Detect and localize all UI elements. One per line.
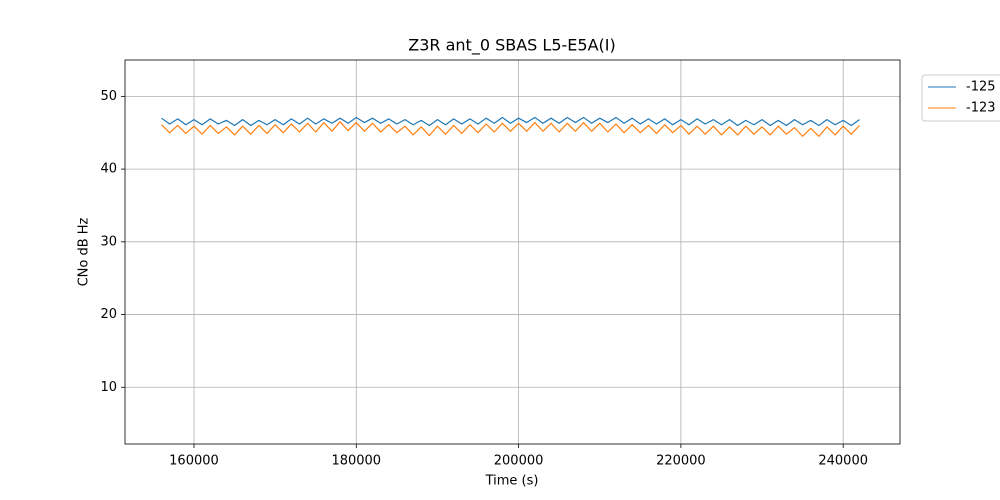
x-tick-label: 180000 — [331, 454, 381, 469]
legend-label: -125 — [966, 80, 996, 95]
data-line — [161, 116, 860, 127]
x-tick-label: 200000 — [494, 454, 544, 469]
y-tick-label: 10 — [100, 380, 117, 395]
y-tick-label: 40 — [100, 162, 117, 177]
data-line — [161, 121, 860, 137]
x-tick-label: 220000 — [656, 454, 706, 469]
x-axis-label: Time (s) — [485, 474, 539, 489]
y-tick-label: 20 — [100, 307, 117, 322]
y-tick-label: 50 — [100, 89, 117, 104]
y-axis-label: CNo dB Hz — [77, 217, 92, 286]
x-tick-label: 160000 — [169, 454, 219, 469]
chart-title: Z3R ant_0 SBAS L5-E5A(I) — [408, 36, 615, 56]
axes-frame — [124, 59, 901, 445]
legend-label: -123 — [966, 101, 996, 116]
x-tick-label: 240000 — [818, 454, 868, 469]
y-tick-label: 30 — [100, 234, 117, 249]
